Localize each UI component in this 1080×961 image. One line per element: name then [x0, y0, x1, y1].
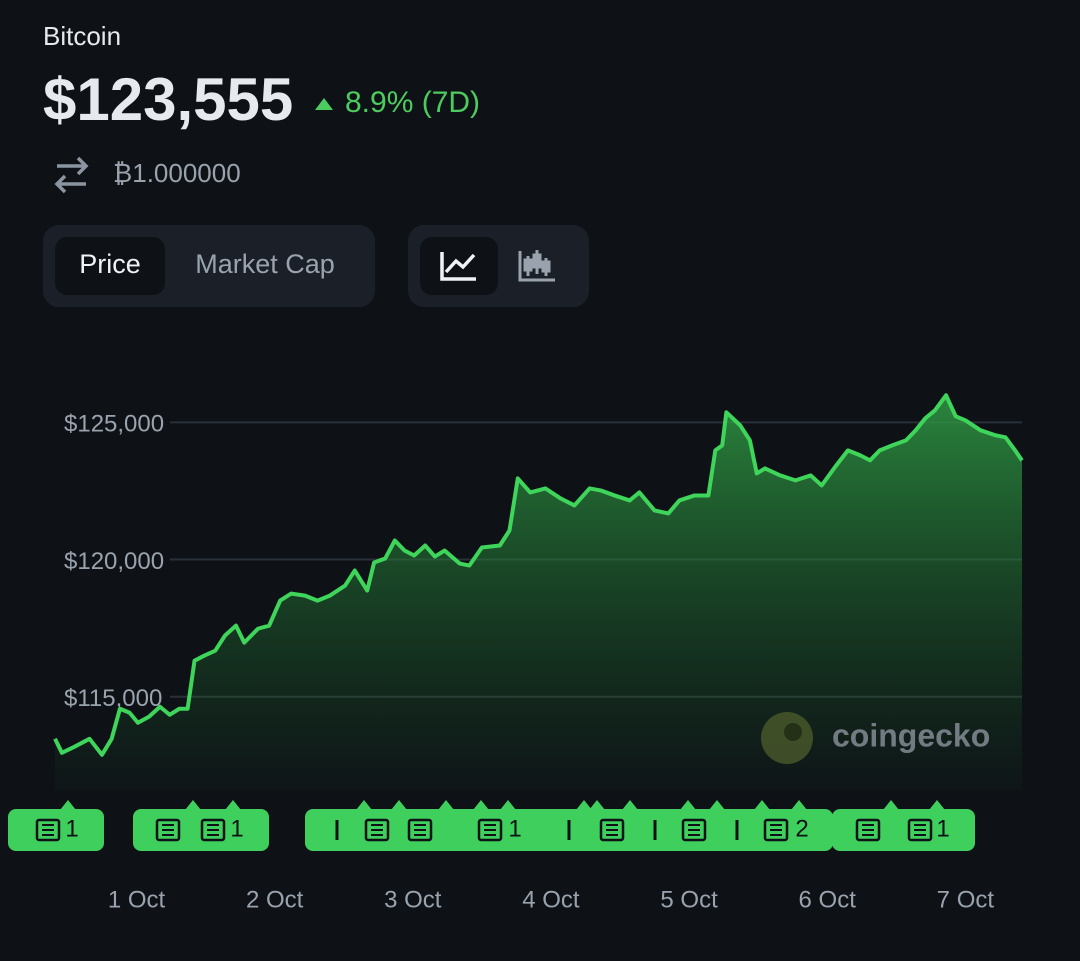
news-icon-frame	[681, 818, 707, 842]
line-toggle[interactable]	[420, 237, 498, 295]
news-pointer	[60, 800, 76, 810]
news-pointer	[622, 800, 638, 810]
coin-name: Bitcoin	[43, 21, 121, 51]
news-icon-lines	[606, 824, 618, 836]
news-pointer	[438, 800, 454, 810]
news-icon-lines	[371, 824, 383, 836]
btc-amount: ₿1.000000	[113, 158, 241, 188]
news-pointer	[225, 800, 241, 810]
news-icon	[35, 818, 61, 842]
swap-icon	[54, 156, 89, 194]
x-tick-label: 7 Oct	[937, 886, 995, 913]
news-pointer	[576, 800, 592, 810]
watermark-text: coingecko	[832, 717, 990, 753]
y-tick-label: $125,000	[64, 411, 164, 438]
news-icon	[477, 818, 503, 842]
news-icon	[681, 818, 707, 842]
x-tick-label: 1 Oct	[108, 886, 166, 913]
news-icon-lines	[42, 824, 54, 836]
news-icon-frame	[599, 818, 625, 842]
x-tick-label: 2 Oct	[246, 886, 304, 913]
news-icon	[364, 818, 390, 842]
x-tick-label: 5 Oct	[660, 886, 718, 913]
x-tick-label: 4 Oct	[522, 886, 580, 913]
news-count: 2	[795, 815, 808, 842]
news-icon-frame	[364, 818, 390, 842]
news-icon-frame	[155, 818, 181, 842]
price-line	[53, 393, 1024, 757]
news-pointer	[473, 800, 489, 810]
news-icon	[407, 818, 433, 842]
news-icon-frame	[855, 818, 881, 842]
tab-market-cap[interactable]: Market Cap	[195, 249, 335, 279]
price-change: 8.9% (7D)	[345, 86, 480, 119]
news-count: 1	[230, 815, 243, 842]
news-pointer	[391, 800, 407, 810]
news-icon	[599, 818, 625, 842]
news-pointer	[709, 800, 725, 810]
news-icon-lines	[688, 824, 700, 836]
news-pointer	[589, 800, 605, 810]
news-count: 1	[508, 815, 521, 842]
news-icon-frame	[907, 818, 933, 842]
y-tick-label: $115,000	[64, 685, 162, 712]
line-icon	[440, 252, 476, 281]
news-icon-frame	[407, 818, 433, 842]
price: $123,555	[43, 66, 293, 133]
news-icon	[907, 818, 933, 842]
news-icon	[855, 818, 881, 842]
news-pointer	[500, 800, 516, 810]
news-pill	[8, 809, 104, 851]
news-icon-lines	[207, 824, 219, 836]
x-tick-label: 6 Oct	[799, 886, 857, 913]
x-tick-label: 3 Oct	[384, 886, 442, 913]
news-icon-lines	[770, 824, 782, 836]
up-arrow	[315, 98, 333, 110]
news-pill	[832, 809, 975, 851]
news-icon-lines	[414, 824, 426, 836]
news-count: 1	[65, 815, 78, 842]
news-row: 1 1 1 2 1	[8, 800, 975, 851]
y-tick-label: $120,000	[64, 548, 164, 575]
news-pointer	[754, 800, 770, 810]
news-icon-lines	[862, 824, 874, 836]
news-icon-frame	[200, 818, 226, 842]
area	[55, 395, 1022, 790]
tab-active[interactable]	[55, 237, 165, 295]
candle-icon[interactable]	[518, 250, 555, 282]
chart: $115,000 $120,000 $125,000 1 Oct 2 Oct 3 Oct 4…	[53, 393, 1024, 913]
news-pointer	[929, 800, 945, 810]
news-icon-frame	[477, 818, 503, 842]
news-icon-lines	[484, 824, 496, 836]
news-pointer	[883, 800, 899, 810]
news-pointer	[680, 800, 696, 810]
news-icon-frame	[763, 818, 789, 842]
news-icon-lines	[914, 824, 926, 836]
news-icon-frame	[35, 818, 61, 842]
watermark: coingecko	[761, 712, 990, 764]
news-pointer	[185, 800, 201, 810]
news-icon-lines	[162, 824, 174, 836]
news-icon	[200, 818, 226, 842]
news-pointer	[791, 800, 807, 810]
tab-price[interactable]: Price	[79, 249, 141, 279]
news-pointer	[356, 800, 372, 810]
news-icon	[763, 818, 789, 842]
news-count: 1	[936, 815, 949, 842]
news-icon	[155, 818, 181, 842]
